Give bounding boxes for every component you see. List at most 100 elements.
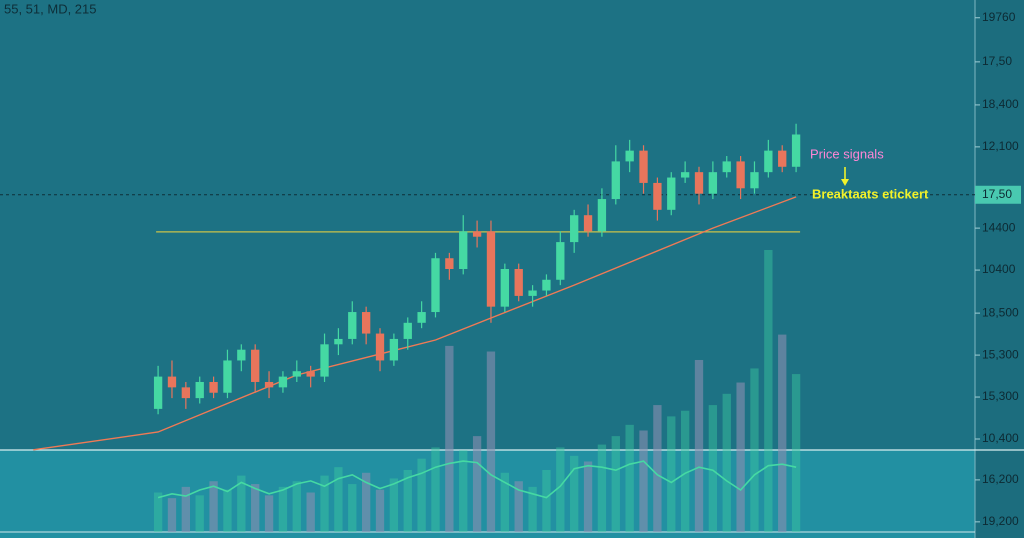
candle-body [667, 177, 676, 210]
candle-body [459, 231, 468, 269]
volume-bar [181, 486, 191, 532]
volume-bar [223, 489, 232, 532]
candle-body [195, 381, 204, 399]
candle-body [445, 258, 454, 269]
volume-bar [750, 368, 759, 532]
candle-body [639, 150, 648, 183]
candle-body [778, 150, 787, 167]
volume-bar [625, 424, 634, 532]
candle-body [764, 150, 773, 173]
volume-bar [334, 467, 343, 532]
candle-body [486, 231, 496, 307]
candle-body [181, 387, 191, 399]
volume-bar [556, 447, 565, 532]
volume-bar [486, 351, 496, 532]
candle-body [306, 371, 315, 377]
candle-body [167, 376, 177, 388]
volume-bar [237, 475, 246, 532]
volume-bar [153, 492, 163, 532]
volume-bar [278, 486, 288, 532]
header-text: 55, 51, MD, 215 [4, 1, 97, 16]
y-tick-label: 19760 [982, 10, 1016, 24]
candle-body [708, 172, 718, 194]
volume-bar [389, 478, 399, 532]
volume-bar [264, 495, 274, 532]
volume-bar [597, 444, 607, 532]
volume-bar [583, 461, 593, 532]
y-tick-label: 19,200 [982, 514, 1019, 528]
candle-body [251, 349, 260, 382]
crosshair-label: 17,50 [982, 187, 1012, 201]
candle-body [500, 269, 509, 307]
candle-body [694, 172, 704, 194]
volume-bar [722, 393, 731, 532]
y-tick-label: 15,300 [982, 347, 1019, 361]
volume-bar [361, 472, 371, 532]
candle-body [292, 371, 301, 377]
candle-body [278, 376, 288, 388]
volume-bar [292, 481, 301, 532]
candle-body [611, 161, 620, 200]
candle-body [570, 215, 579, 243]
candle-body [361, 312, 371, 334]
y-tick-label: 15,300 [982, 389, 1019, 403]
candle-body [514, 269, 523, 296]
candle-body [264, 381, 274, 388]
candle-body [722, 161, 731, 173]
y-tick-label: 18,500 [982, 305, 1019, 319]
candle-body [223, 360, 232, 393]
volume-bar [653, 405, 662, 532]
candle-body [389, 338, 399, 361]
candle-body [583, 215, 593, 232]
volume-bar [320, 475, 329, 532]
volume-bar [708, 405, 718, 532]
volume-bar [459, 450, 468, 532]
volume-bar [736, 382, 745, 532]
volume-bar [195, 495, 204, 532]
y-tick-label: 16,200 [982, 472, 1019, 486]
volume-bar [445, 345, 454, 532]
volume-bar [514, 481, 523, 532]
volume-bar [639, 430, 648, 532]
candle-body [472, 231, 482, 237]
candle-body [320, 344, 329, 377]
volume-bar [375, 489, 385, 532]
candle-body [209, 381, 218, 393]
volume-bar [764, 250, 773, 532]
volume-bar [528, 486, 537, 532]
volume-bar [417, 458, 426, 532]
annotation: Price signals [810, 146, 884, 161]
volume-bar [611, 436, 620, 532]
candle-body [680, 172, 690, 178]
oscillator-line [157, 460, 797, 499]
volume-bar [431, 447, 440, 532]
volume-bar [542, 469, 551, 532]
crosshair-label-box [975, 185, 1021, 204]
candle-body [153, 376, 163, 409]
y-tick-label: 10,400 [982, 431, 1019, 445]
volume-bar [778, 334, 787, 532]
candle-body [750, 172, 759, 189]
volume-bar [570, 455, 579, 532]
volume-bar [403, 469, 412, 532]
y-tick-label: 18,400 [982, 97, 1019, 111]
candle-body [653, 182, 662, 210]
annotation-arrowhead [841, 179, 849, 186]
volume-bar [694, 359, 704, 532]
candle-body [542, 279, 551, 291]
candle-body [334, 338, 343, 345]
candle-body [556, 242, 565, 280]
volume-bar [472, 436, 482, 532]
volume-bar [209, 481, 218, 532]
volume-bar [167, 498, 177, 532]
candle-body [417, 312, 426, 323]
annotation: Breaktaats etickert [812, 186, 929, 201]
candle-body [375, 333, 385, 361]
volume-bar [667, 416, 676, 532]
candle-body [237, 349, 246, 361]
candle-body [597, 199, 607, 232]
y-tick-label: 17,50 [982, 54, 1012, 68]
moving-average-line [33, 196, 797, 451]
volume-bar [348, 484, 357, 532]
